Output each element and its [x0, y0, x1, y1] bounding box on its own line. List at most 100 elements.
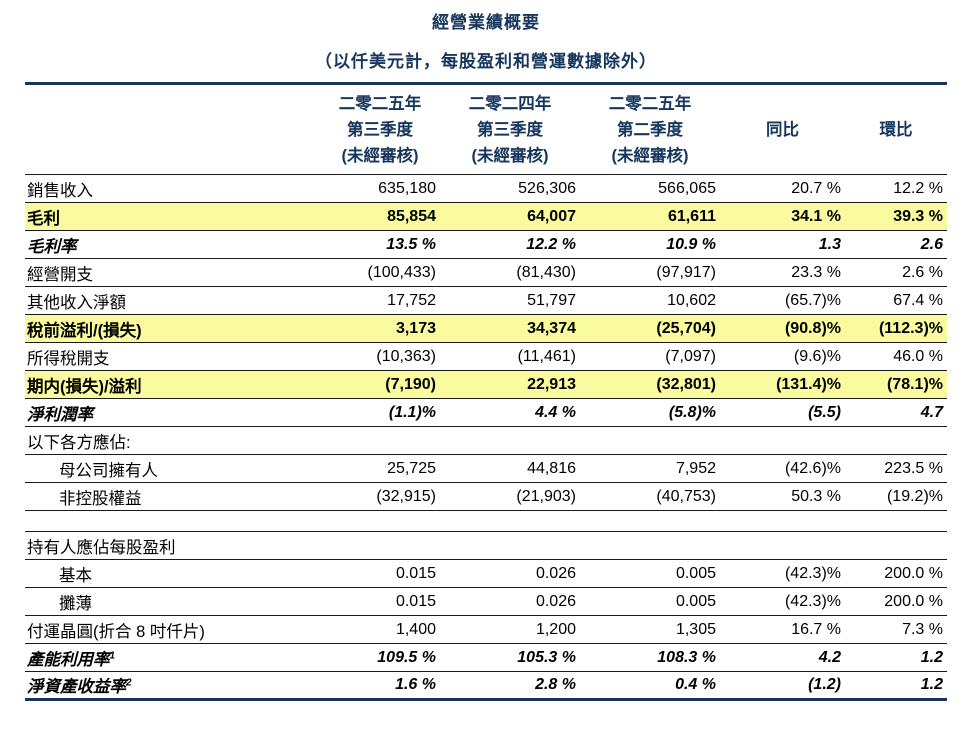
cell-value: (25,704): [580, 314, 720, 343]
table-row: 基本 0.015 0.026 0.005 (42.3)% 200.0 %: [25, 559, 947, 588]
row-label-text: 產能利用率: [27, 650, 110, 669]
table-row: 稅前溢利/(損失) 3,173 34,374 (25,704) (90.8)% (112.…: [25, 314, 947, 343]
header-cell-col-1: 二零二四年 第三季度 (未經審核): [440, 83, 580, 175]
cell-value: [440, 531, 580, 560]
cell-value: 1.2: [845, 643, 947, 672]
header-line: 第三季度: [477, 121, 543, 139]
cell-value: 51,797: [440, 286, 580, 315]
table-row: 其他收入淨額 17,752 51,797 10,602 (65.7)% 67.4 %: [25, 286, 947, 315]
header-cell-col-2: 二零二五年 第二季度 (未經審核): [580, 83, 720, 175]
cell-value: 2.6: [845, 230, 947, 259]
cell-value: (1.2): [808, 676, 841, 693]
table-row: 淨資產收益率2 1.6 % 2.8 % 0.4 % (1.2) 1.2: [25, 672, 947, 700]
cell-value: 10,602: [580, 286, 720, 315]
cell-value: 1,305: [580, 615, 720, 644]
cell-value: 0.005: [580, 559, 720, 588]
header-line: [720, 143, 845, 169]
cell-value: (5.5): [720, 398, 845, 427]
cell-value: 34.1 %: [720, 202, 845, 231]
cell-value: [845, 531, 947, 560]
page-title: 經營業績概要: [432, 13, 540, 32]
row-label-text: 毛利: [27, 209, 60, 228]
header-line: 環比: [879, 121, 913, 139]
cell-value: 1,200: [440, 615, 580, 644]
header-cell-col-3: 同比: [720, 83, 845, 175]
cell-value: 109.5 %: [320, 643, 440, 672]
cell-value: 4.7: [845, 398, 947, 427]
table-row: 非控股權益 (32,915) (21,903) (40,753) 50.3 % (19.2…: [25, 482, 947, 511]
cell-value: (42.6)%: [720, 454, 845, 483]
table-row: [25, 510, 947, 532]
cell-value: 12.2 %: [845, 174, 947, 203]
cell-value: (78.1)%: [845, 370, 947, 399]
cell-value: 223.5 %: [845, 454, 947, 483]
cell-value: [320, 531, 440, 560]
row-label-text: 付運晶圓(折合 8 吋仟片): [27, 622, 205, 641]
cell-value: (32,915): [320, 482, 440, 511]
header-row: 二零二五年 第三季度 (未經審核) 二零二四年 第三季度 (未經審核) 二零二五年 第二季度 (…: [25, 83, 947, 175]
cell-value: (97,917): [580, 258, 720, 287]
cell-value: (65.7)%: [720, 286, 845, 315]
cell-value: 200.0 %: [845, 559, 947, 588]
row-label: 攤薄: [25, 587, 320, 616]
cell-value: 0.005: [580, 587, 720, 616]
cell-value: 39.3 %: [845, 202, 947, 231]
table-row: 以下各方應佔:: [25, 426, 947, 455]
cell-value: 50.3 %: [720, 482, 845, 511]
table-row: 淨利潤率 (1.1)% 4.4 % (5.8)% (5.5) 4.7: [25, 398, 947, 427]
cell-value: (7,097): [580, 342, 720, 371]
row-label-text: 經營開支: [27, 265, 93, 284]
cell-value: 0.4 %: [675, 676, 716, 693]
cell-value: (19.2)%: [845, 482, 947, 511]
cell-value: [320, 426, 440, 455]
row-label: 淨資產收益率2: [25, 672, 320, 700]
page-subtitle: （以仟美元計，每股盈利和營運數據除外）: [315, 52, 657, 71]
row-label-text: 淨資產收益率: [27, 678, 126, 696]
row-label: 經營開支: [25, 258, 320, 287]
row-label: 以下各方應佔:: [25, 426, 320, 455]
cell-value: 4.2: [720, 643, 845, 672]
row-label: 持有人應佔每股盈利: [25, 531, 320, 560]
cell-value: (112.3)%: [845, 314, 947, 343]
table-row: 期内(損失)/溢利 (7,190) 22,913 (32,801) (131.4)% (7…: [25, 370, 947, 399]
cell-value: [440, 426, 580, 455]
cell-value: 23.3 %: [720, 258, 845, 287]
header-line: 二零二四年: [468, 95, 552, 113]
cell-value: 3,173: [320, 314, 440, 343]
table-row: 所得稅開支 (10,363) (11,461) (7,097) (9.6)% 46.0 %: [25, 342, 947, 371]
header-cell-row-label: [25, 83, 320, 175]
cell-value: 10.9 %: [580, 230, 720, 259]
cell-value: 67.4 %: [845, 286, 947, 315]
cell-value: 108.3 %: [580, 643, 720, 672]
cell-value: 20.7 %: [720, 174, 845, 203]
row-label-text: 基本: [59, 566, 92, 585]
row-label-text: 攤薄: [59, 594, 92, 613]
row-label: 毛利率: [25, 230, 320, 259]
cell-value: 16.7 %: [720, 615, 845, 644]
cell-value: [845, 426, 947, 455]
cell-value: 17,752: [320, 286, 440, 315]
cell-value: 0.015: [320, 559, 440, 588]
header-line: 二零二五年: [338, 95, 422, 113]
cell-value: (1.1)%: [320, 398, 440, 427]
row-label-text: 非控股權益: [59, 489, 142, 508]
cell-value: 22,913: [440, 370, 580, 399]
cell-value: 7,952: [580, 454, 720, 483]
cell-value: (42.3)%: [720, 559, 845, 588]
cell-value: 2.8 %: [535, 676, 576, 693]
cell-value: 12.2 %: [440, 230, 580, 259]
cell-value: 44,816: [440, 454, 580, 483]
table-body: 銷售收入 635,180 526,306 566,065 20.7 % 12.2 % 毛利 8…: [25, 174, 947, 700]
cell-value: 13.5 %: [320, 230, 440, 259]
row-label-text: 以下各方應佔:: [27, 433, 131, 452]
header-line: 第三季度: [347, 121, 413, 139]
cell-value: (90.8)%: [720, 314, 845, 343]
cell-value: 1,400: [320, 615, 440, 644]
cell-value: 566,065: [580, 174, 720, 203]
table-row: 銷售收入 635,180 526,306 566,065 20.7 % 12.2 %: [25, 174, 947, 203]
cell-value: 1.6 %: [395, 676, 436, 693]
operating-results-table: 二零二五年 第三季度 (未經審核) 二零二四年 第三季度 (未經審核) 二零二五年 第二季度 (…: [25, 82, 947, 701]
row-label: 其他收入淨額: [25, 286, 320, 315]
cell-value: (10,363): [320, 342, 440, 371]
